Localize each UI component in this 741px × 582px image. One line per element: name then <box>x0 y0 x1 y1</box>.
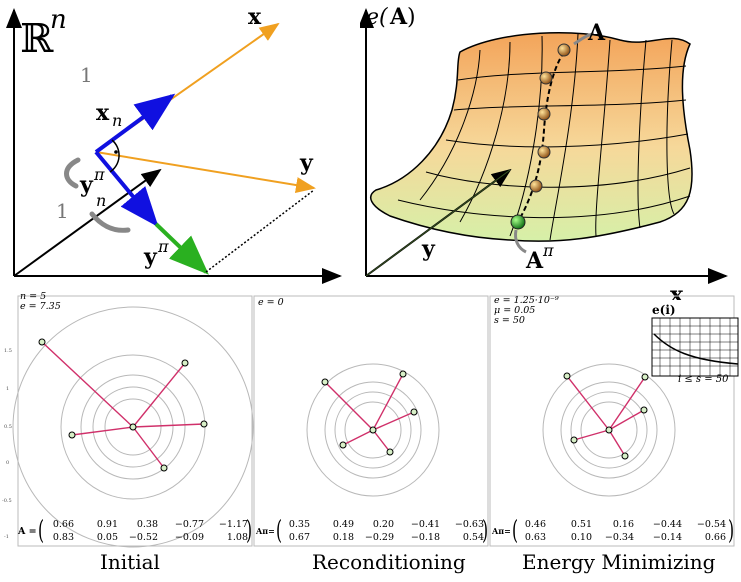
label-ynpi-sup: π <box>93 165 105 184</box>
energy-surface <box>370 31 693 242</box>
label-ypi: y <box>143 244 158 270</box>
label-ypi-sup: π <box>157 237 169 256</box>
minimum-ball <box>510 214 526 230</box>
svg-text:-1: -1 <box>4 534 9 540</box>
svg-text:0.5: 0.5 <box>4 424 12 430</box>
info-energy-e: e = 1.25·10⁻⁹ <box>494 295 559 306</box>
panel-frame-energy <box>489 295 735 547</box>
info-energy: e = 1.25·10⁻⁹ μ = 0.05 s = 50 <box>494 296 559 326</box>
circles-energy <box>542 363 676 497</box>
svg-text:1: 1 <box>6 386 9 392</box>
vector-ypi <box>154 222 209 275</box>
matrix-label-reconditioning: Aπ= <box>256 526 275 536</box>
projection-line <box>205 189 315 273</box>
label-ynpi: y <box>79 172 94 198</box>
matrix-energy: Aπ= ( 0.46 0.51 0.16 −0.44 −0.54 0.63 0.10 −0.… <box>492 516 735 546</box>
right-angle-arc <box>109 139 120 173</box>
inset-label: i ≤ s = 50 <box>678 374 729 385</box>
svg-text:-0.5: -0.5 <box>2 498 12 504</box>
label-ynpi-sub: n <box>96 191 106 210</box>
energy-label-y: y <box>421 236 436 262</box>
label-Api-sup: π <box>542 241 554 260</box>
label-Api: A <box>525 248 544 274</box>
energy-label-close: ) <box>407 5 416 30</box>
vector-ynpi <box>94 150 159 228</box>
matrix-label-initial: A = <box>18 526 37 537</box>
panel-frame-reconditioning <box>253 295 489 547</box>
caption-energy-minimizing: Energy Minimizing <box>522 550 716 574</box>
svg-text:1.5: 1.5 <box>4 348 12 354</box>
space-label: ℝ <box>20 16 54 62</box>
matrix-label-energy: Aπ= <box>492 526 511 536</box>
label-y: y <box>299 150 314 176</box>
energy-label: e( <box>366 5 388 30</box>
caption-reconditioning: Reconditioning <box>312 550 466 574</box>
info-energy-s: s = 50 <box>494 315 525 326</box>
bottom-plots: 1.5 1 0.5 0 -0.5 -1 <box>2 295 739 548</box>
svg-text:0: 0 <box>6 460 9 466</box>
info-initial-n: n = 5 <box>20 291 47 302</box>
info-reconditioning-e: e = 0 <box>258 297 284 308</box>
panel-frame-initial <box>17 295 253 547</box>
label-xn-sub: n <box>112 111 122 130</box>
matrix-reconditioning: Aπ= ( 0.35 0.49 0.20 −0.41 −0.63 0.67 0.18 −0.… <box>256 516 489 546</box>
matrix-initial: A = ( 0.66 0.91 0.38 −0.77 −1.17 0.83 0.05 −0.… <box>18 516 253 546</box>
info-energy-mu: μ = 0.05 <box>494 305 536 316</box>
info-reconditioning: e = 0 <box>258 298 284 308</box>
info-initial-e: e = 7.35 <box>20 301 61 312</box>
info-initial: n = 5 e = 7.35 <box>20 292 61 312</box>
circles-reconditioning <box>306 363 440 497</box>
label-xn: x <box>96 100 110 126</box>
space-exponent: n <box>50 5 67 35</box>
label-one-left: 1 <box>56 199 69 223</box>
label-x: x <box>248 4 262 30</box>
vector-xn <box>94 93 176 154</box>
circles-initial <box>12 306 254 548</box>
energy-surface-diagram: e( A ) A A π y x <box>360 4 728 300</box>
label-A: A <box>587 20 606 46</box>
vector-y <box>95 151 316 193</box>
energy-label-A: A <box>389 4 408 30</box>
label-one-top: 1 <box>80 63 93 87</box>
bracket-mark <box>64 157 131 233</box>
inset-title: e(i) <box>652 303 676 317</box>
energy-inset-plot <box>651 317 739 377</box>
caption-initial: Initial <box>100 550 160 574</box>
rn-geometry-diagram: ℝ n x x n y y π n y π 1 1 <box>5 4 342 284</box>
